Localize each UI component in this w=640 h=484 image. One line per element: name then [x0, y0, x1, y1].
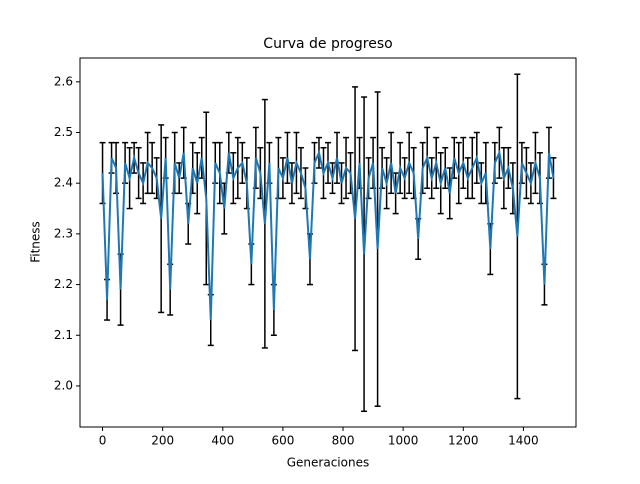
x-axis-label: Generaciones: [287, 456, 369, 470]
y-tick-label: 2.1: [54, 328, 73, 342]
x-tick-label: 400: [211, 434, 234, 448]
x-tick-label: 1000: [388, 434, 419, 448]
x-tick-label: 600: [271, 434, 294, 448]
y-tick-label: 2.3: [54, 226, 73, 240]
y-axis-label: Fitness: [29, 221, 43, 263]
plot-frame: [79, 57, 577, 428]
x-tick-label: 800: [332, 434, 355, 448]
x-tick-label: 200: [151, 434, 174, 448]
y-tick-label: 2.2: [54, 277, 73, 291]
y-tick-label: 2.4: [54, 176, 73, 190]
y-tick-label: 2.6: [54, 74, 73, 88]
x-tick-label: 0: [99, 434, 107, 448]
x-tick-label: 1200: [448, 434, 479, 448]
data-line: [101, 149, 555, 321]
x-tick-label: 1400: [508, 434, 539, 448]
chart-title: Curva de progreso: [263, 36, 392, 52]
y-tick-label: 2.0: [54, 378, 73, 392]
y-tick-label: 2.5: [54, 125, 73, 139]
